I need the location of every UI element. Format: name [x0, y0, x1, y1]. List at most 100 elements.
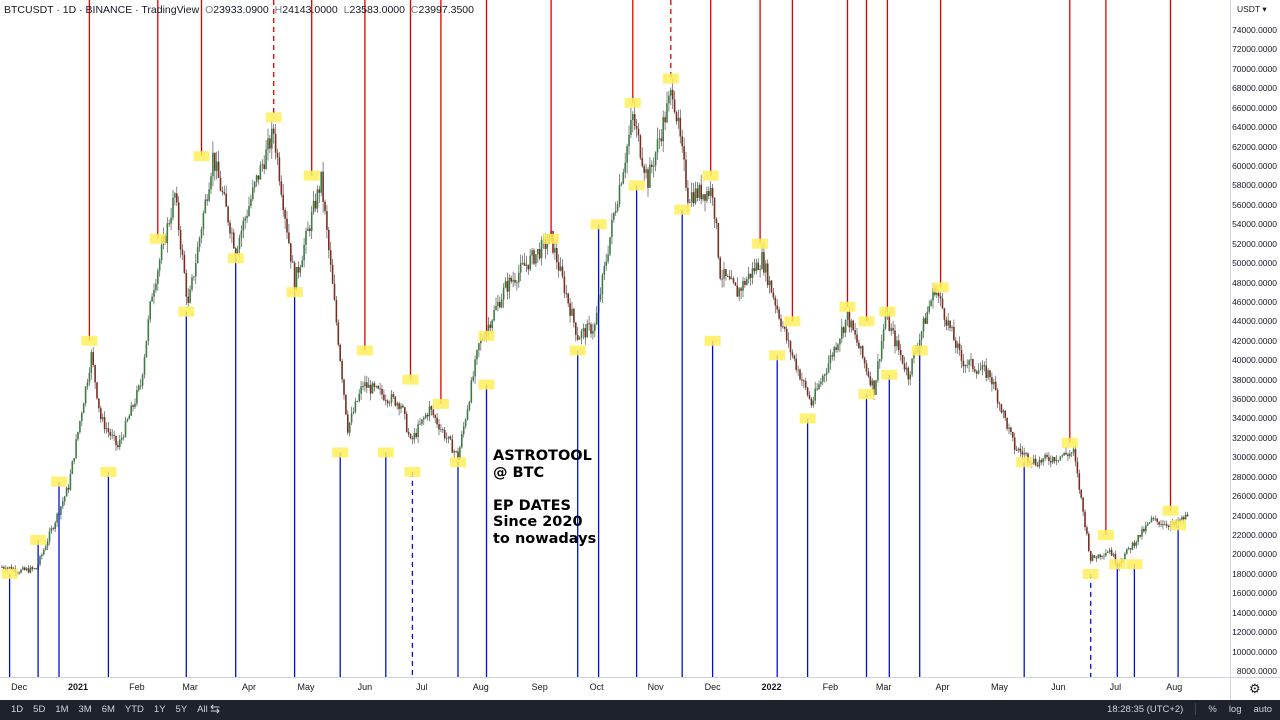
candle-body: [312, 200, 315, 213]
range-button-1m[interactable]: 1M: [55, 704, 69, 715]
range-button-1y[interactable]: 1Y: [153, 704, 166, 715]
candle-body: [1046, 454, 1048, 458]
candle-body: [658, 138, 661, 140]
low-label: L: [343, 4, 350, 16]
open-label: O: [205, 4, 214, 16]
candle-body: [742, 281, 744, 291]
time-axis-label: Jun: [1051, 682, 1066, 692]
price-axis[interactable]: USDT ▾ 74000.0000 72000.0000 70000.0000 680…: [1230, 0, 1280, 677]
range-button-1d[interactable]: 1D: [11, 704, 24, 715]
candle-body: [759, 268, 761, 271]
symbol-legend: BTCUSDT · 1D · BINANCE · TradingView O23…: [4, 4, 474, 16]
candle-body: [50, 528, 53, 532]
candle-body: [922, 318, 925, 332]
candle-body: [1127, 548, 1130, 549]
event-marker-box: [702, 170, 719, 181]
candle-body: [633, 114, 636, 126]
candle-body: [18, 572, 20, 574]
percent-toggle[interactable]: %: [1208, 703, 1217, 715]
candle-body: [404, 407, 406, 415]
symbol-name[interactable]: BTCUSDT: [4, 4, 54, 16]
candle-body: [43, 549, 45, 555]
candle-body: [120, 437, 123, 440]
candle-body: [105, 428, 108, 430]
candle-body: [972, 359, 974, 370]
event-marker-box: [478, 330, 495, 341]
event-marker-box: [839, 301, 856, 312]
candle-body: [763, 252, 765, 273]
auto-toggle[interactable]: auto: [1253, 703, 1273, 715]
candle-body: [527, 264, 530, 270]
event-marker-box: [178, 306, 195, 317]
candle-body: [939, 296, 942, 299]
candle-body: [238, 237, 241, 250]
candle-body: [533, 250, 535, 264]
time-axis-label: Feb: [129, 682, 145, 692]
range-button-5y[interactable]: 5Y: [175, 704, 188, 715]
candle-body: [468, 402, 471, 410]
chart-pane[interactable]: BTCUSDT · 1D · BINANCE · TradingView O23…: [0, 0, 1230, 677]
candle-body: [652, 165, 655, 167]
candle-body: [181, 249, 184, 255]
candle-body: [901, 354, 904, 364]
candle-body: [962, 360, 965, 367]
time-axis-label: Dec: [704, 682, 721, 692]
range-button-5d[interactable]: 5D: [33, 704, 46, 715]
range-button-6m[interactable]: 6M: [101, 704, 115, 715]
log-toggle[interactable]: log: [1228, 703, 1242, 715]
price-chart[interactable]: [0, 0, 1230, 677]
candle-body: [177, 202, 180, 231]
candle-body: [504, 281, 507, 288]
candle-body: [411, 438, 414, 440]
candle-body: [852, 320, 854, 331]
candle-body: [145, 340, 148, 358]
event-marker-box: [377, 447, 394, 458]
time-axis[interactable]: Dec 2021 Feb Mar Apr May Jun Jul Aug Sep Oct Nov Dec…: [0, 677, 1230, 701]
interval-label: 1D: [62, 4, 77, 16]
gear-icon[interactable]: ⚙: [1249, 681, 1261, 696]
range-button-3m[interactable]: 3M: [78, 704, 92, 715]
candle-body: [1162, 524, 1164, 526]
high-label: H: [274, 4, 283, 16]
candle-body: [73, 458, 75, 462]
candle-body: [538, 248, 541, 259]
candle-body: [1074, 449, 1077, 462]
price-axis-tick: 48000.0000: [1232, 277, 1277, 288]
candle-body: [721, 278, 723, 280]
candle-body: [689, 202, 691, 204]
candle-body: [293, 262, 296, 291]
candle-body: [67, 487, 70, 490]
candle-body: [160, 245, 163, 260]
candle-body: [785, 328, 788, 341]
candle-body: [1101, 556, 1103, 557]
compare-icon[interactable]: ⇆: [210, 702, 221, 716]
candle-body: [825, 372, 828, 375]
event-marker-box: [402, 374, 419, 385]
candle-body: [244, 218, 246, 221]
currency-selector[interactable]: USDT ▾: [1237, 4, 1267, 14]
candle-body: [233, 232, 235, 249]
range-button-ytd[interactable]: YTD: [124, 704, 144, 715]
candle-body: [46, 541, 49, 547]
candle-body: [189, 289, 191, 303]
candle-body: [81, 413, 83, 422]
candle-body: [375, 386, 378, 387]
candle-body: [155, 283, 157, 291]
candle-body: [903, 363, 906, 370]
candle-body: [639, 135, 642, 158]
event-marker-box: [332, 447, 349, 458]
candle-body: [383, 394, 385, 401]
candle-body: [396, 403, 398, 406]
range-button-all[interactable]: All: [197, 704, 208, 715]
event-marker-box: [432, 398, 449, 409]
clock-timezone[interactable]: 18:28:35 (UTC+2): [1107, 703, 1184, 715]
candle-body: [470, 380, 473, 403]
candle-body: [62, 501, 64, 507]
candle-body: [1082, 497, 1084, 512]
candle-body: [696, 188, 699, 198]
candle-body: [179, 230, 182, 250]
candle-body: [687, 187, 689, 203]
candle-body: [761, 252, 763, 269]
time-axis-label: Oct: [589, 682, 604, 692]
candle-body: [523, 262, 526, 266]
